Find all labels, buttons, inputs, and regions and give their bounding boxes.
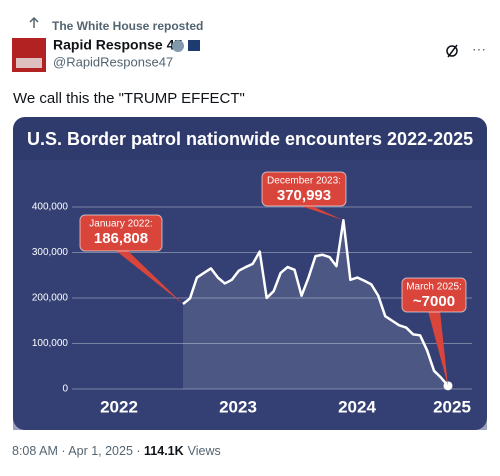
data-line: [182, 218, 449, 387]
line-area: [183, 220, 448, 389]
y-tick-label: 400,000: [32, 202, 69, 213]
more-menu[interactable]: ···: [472, 41, 486, 57]
y-tick-label: 0: [62, 384, 68, 395]
author-handle[interactable]: @RapidResponse47: [53, 54, 173, 69]
callout-title: January 2022:: [89, 219, 152, 230]
chart-title: U.S. Border patrol nationwide encounters…: [27, 129, 473, 149]
callout-pointer: [428, 311, 448, 386]
author-name[interactable]: Rapid Response 47: [53, 37, 182, 53]
views-label: Views: [188, 444, 221, 458]
grok-icon-slash: [447, 44, 458, 58]
views-count: 114.1K: [144, 444, 184, 458]
x-year-label: 2023: [219, 397, 257, 416]
verified-badge: [172, 40, 184, 52]
x-year-label: 2022: [100, 397, 138, 416]
callout-title: December 2023:: [267, 176, 341, 187]
callout-value: ~7000: [413, 293, 455, 310]
callout-pointer: [298, 205, 344, 221]
y-tick-label: 100,000: [32, 338, 69, 349]
repost-label: The White House reposted: [52, 19, 203, 33]
plot: 0 100,000 200,000 300,000 400,000 2022 2023 202…: [32, 171, 472, 416]
time: 8:08 AM · Apr 1, 2025 ·: [12, 444, 144, 458]
timestamp: 8:08 AM · Apr 1, 2025 · 114.1K Views: [12, 444, 221, 458]
x-year-label: 2025: [433, 397, 471, 416]
tweet-text: We call this the "TRUMP EFFECT": [13, 90, 245, 107]
callout-value: 370,993: [277, 187, 331, 204]
x-year-label: 2024: [338, 397, 376, 416]
callout-value: 186,808: [94, 230, 148, 247]
y-tick-label: 300,000: [32, 247, 69, 258]
callout-pointer: [115, 250, 183, 305]
callout-box: [79, 214, 163, 252]
callout-title: March 2025:: [406, 282, 462, 293]
avatar-building: [16, 58, 42, 68]
callout-box: [261, 171, 347, 207]
callout-box: [401, 277, 467, 313]
affiliate-badge: [188, 40, 200, 51]
y-tick-label: 200,000: [32, 293, 69, 304]
repost-icon: [29, 16, 39, 28]
grok-icon[interactable]: [446, 45, 458, 57]
